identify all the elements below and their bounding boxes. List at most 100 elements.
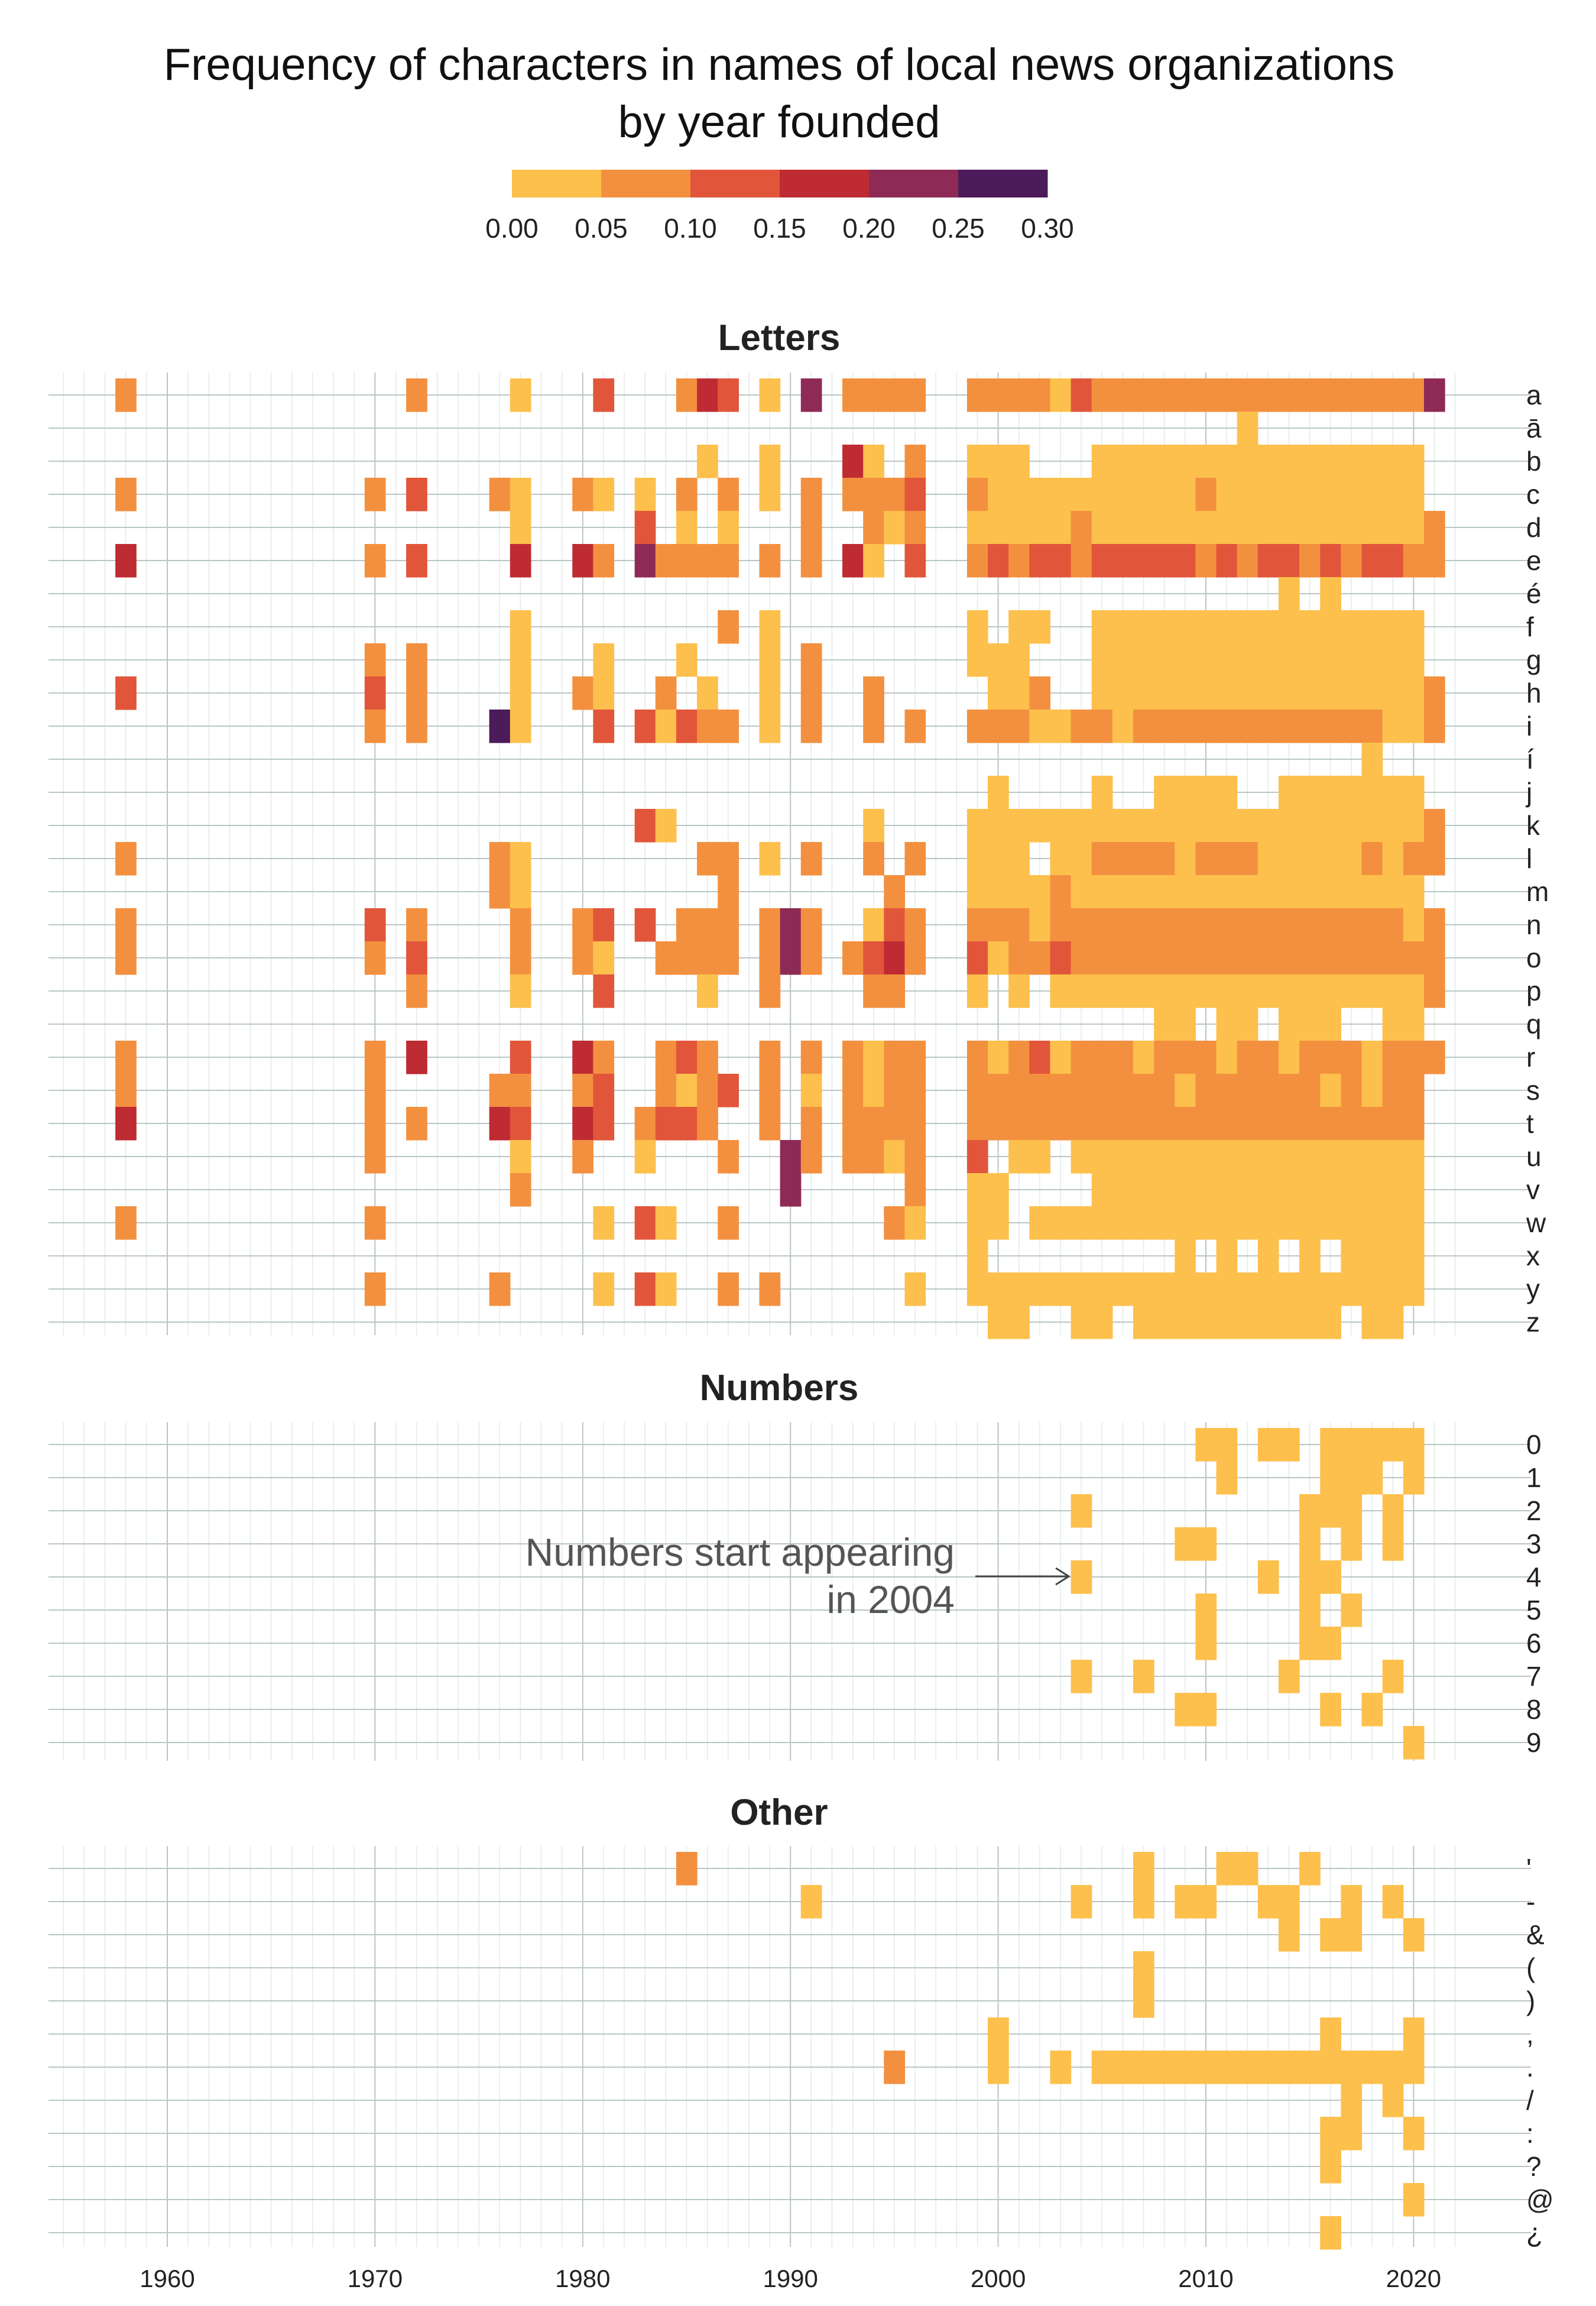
heatmap-cell xyxy=(1195,445,1217,478)
heatmap-cell xyxy=(759,842,781,876)
heatmap-cell xyxy=(1403,445,1425,478)
heatmap-cell xyxy=(364,478,386,511)
heatmap-cell xyxy=(718,478,739,511)
heatmap-cell xyxy=(364,676,386,710)
heatmap-cell xyxy=(697,974,718,1008)
heatmap-cell xyxy=(1423,941,1445,975)
heatmap-cell xyxy=(1341,941,1363,975)
heatmap-cell xyxy=(1175,445,1196,478)
heatmap-cell xyxy=(966,1173,988,1207)
heatmap-cell xyxy=(1050,544,1072,578)
heatmap-cell xyxy=(1403,610,1425,644)
heatmap-cell xyxy=(676,1041,698,1074)
heatmap-cell xyxy=(988,875,1009,909)
heatmap-cell xyxy=(1133,1852,1154,1886)
heatmap-cell xyxy=(718,908,739,942)
heatmap-cell xyxy=(1299,1173,1321,1207)
heatmap-cell xyxy=(364,1206,386,1240)
heatmap-cell xyxy=(1320,1173,1342,1207)
heatmap-cell xyxy=(988,1306,1009,1339)
heatmap-cell xyxy=(1341,1107,1363,1141)
heatmap-cell xyxy=(1195,1206,1217,1240)
heatmap-cell xyxy=(1257,1041,1279,1074)
heatmap-cell xyxy=(1195,676,1217,710)
heatmap-cell xyxy=(1257,544,1279,578)
heatmap-cell xyxy=(1341,1272,1363,1306)
heatmap-cell xyxy=(1341,1461,1363,1495)
heatmap-cell xyxy=(1154,908,1175,942)
heatmap-cell xyxy=(1050,908,1072,942)
heatmap-cell xyxy=(1133,1140,1154,1174)
heatmap-cell xyxy=(1320,1693,1342,1727)
heatmap-cell xyxy=(1361,676,1383,710)
heatmap-cell xyxy=(1257,1560,1279,1594)
heatmap-cell xyxy=(593,378,615,412)
heatmap-cell xyxy=(1237,1306,1258,1339)
heatmap-cell xyxy=(863,676,884,710)
heatmap-cell xyxy=(1257,1885,1279,1919)
legend-swatch-1 xyxy=(601,170,691,197)
heatmap-cell xyxy=(1216,710,1238,743)
heatmap-cell xyxy=(1361,1206,1383,1240)
row-label: @ xyxy=(1526,2184,1554,2215)
x-tick-label: 2020 xyxy=(1386,2265,1441,2292)
row-label: & xyxy=(1526,1919,1545,1950)
heatmap-cell xyxy=(1299,1272,1321,1306)
heatmap-cell xyxy=(718,1140,739,1174)
heatmap-cell xyxy=(1278,577,1300,611)
heatmap-cell xyxy=(1403,1726,1425,1760)
heatmap-cell xyxy=(1050,1272,1072,1306)
heatmap-cell xyxy=(1008,1041,1030,1074)
heatmap-cell xyxy=(1154,445,1175,478)
heatmap-cell xyxy=(1112,875,1134,909)
heatmap-cell xyxy=(1112,908,1134,942)
heatmap-cell xyxy=(1403,2017,1425,2051)
heatmap-cell xyxy=(1237,908,1258,942)
row-label: t xyxy=(1526,1108,1534,1139)
heatmap-cell xyxy=(718,941,739,975)
heatmap-cell xyxy=(1423,974,1445,1008)
heatmap-cell xyxy=(1195,1627,1217,1660)
heatmap-cell xyxy=(1071,1074,1092,1107)
heatmap-cell xyxy=(634,478,656,511)
heatmap-cell xyxy=(1216,1107,1238,1141)
heatmap-cell xyxy=(1237,1272,1258,1306)
heatmap-cell xyxy=(1403,809,1425,843)
heatmap-cell xyxy=(1195,941,1217,975)
heatmap-cell xyxy=(1278,1008,1300,1041)
heatmap-cell xyxy=(1050,1206,1072,1240)
row-label: 6 xyxy=(1526,1628,1542,1659)
heatmap-cell xyxy=(1175,1693,1196,1727)
legend-tick-label: 0.15 xyxy=(753,213,806,244)
heatmap-cell xyxy=(1341,643,1363,677)
heatmap-cell xyxy=(697,544,718,578)
heatmap-cell xyxy=(759,974,781,1008)
heatmap-cell xyxy=(1278,2051,1300,2084)
row-label: m xyxy=(1526,876,1549,907)
heatmap-cell xyxy=(1278,1074,1300,1107)
heatmap-cell xyxy=(634,1272,656,1306)
heatmap-cell xyxy=(1299,643,1321,677)
heatmap-cell xyxy=(1341,378,1363,412)
heatmap-cell xyxy=(1133,1041,1154,1074)
heatmap-cell xyxy=(1133,1074,1154,1107)
legend-swatch-3 xyxy=(780,170,870,197)
heatmap-cell xyxy=(966,1041,988,1074)
heatmap-cell xyxy=(364,1041,386,1074)
heatmap-cell xyxy=(863,511,884,545)
heatmap-cell xyxy=(1341,1428,1363,1462)
heatmap-cell xyxy=(1071,1560,1092,1594)
heatmap-cell xyxy=(1216,676,1238,710)
heatmap-cell xyxy=(904,1041,926,1074)
heatmap-cell xyxy=(904,1140,926,1174)
heatmap-cell xyxy=(1175,2051,1196,2084)
heatmap-cell xyxy=(1112,1074,1134,1107)
heatmap-cell xyxy=(1403,511,1425,545)
heatmap-cell xyxy=(1029,1041,1051,1074)
heatmap-cell xyxy=(966,875,988,909)
heatmap-cell xyxy=(1133,908,1154,942)
heatmap-cell xyxy=(510,875,531,909)
heatmap-cell xyxy=(1403,1008,1425,1041)
heatmap-cell xyxy=(1029,710,1051,743)
heatmap-cell xyxy=(759,1041,781,1074)
